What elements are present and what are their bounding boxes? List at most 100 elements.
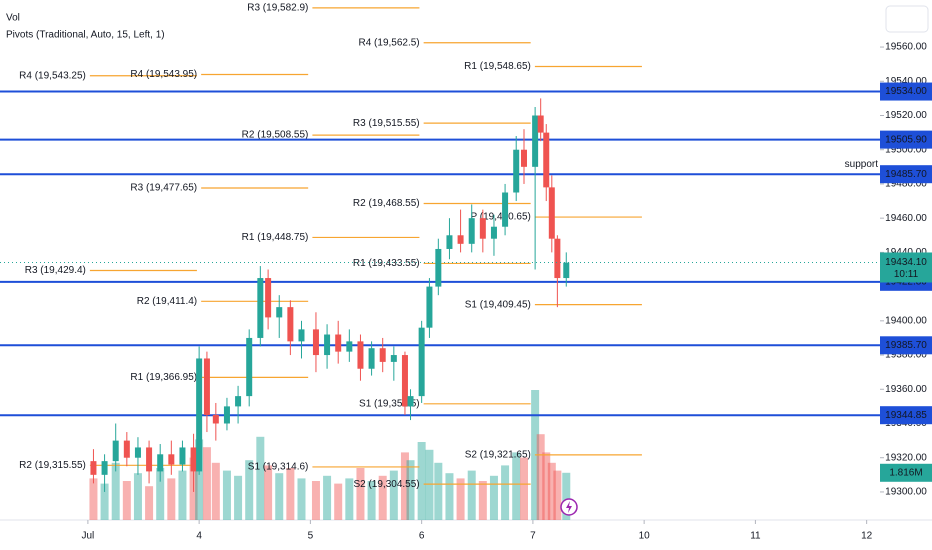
volume-bar: [133, 473, 142, 520]
candle-body: [90, 461, 97, 475]
x-tick-label: 12: [861, 531, 873, 542]
volume-bar: [434, 462, 443, 520]
candle-body: [246, 337, 253, 397]
candle-body: [196, 358, 203, 472]
candle-body: [479, 218, 486, 239]
y-tick-label: 19320.00: [885, 452, 927, 463]
volume-bar: [445, 473, 454, 520]
level-tag-label: 19385.70: [885, 340, 927, 351]
candle-body: [157, 454, 164, 472]
lightning-glyph: [566, 501, 572, 513]
level-tag: [880, 165, 932, 184]
candle-body: [257, 278, 264, 338]
pivot-label: S2 (19,321.65): [465, 450, 531, 461]
volume-tag: [880, 463, 932, 482]
candle-body: [379, 348, 386, 362]
volume-bar: [501, 465, 510, 520]
volume-bar: [467, 470, 476, 520]
pivot-label: R1 (19,433.55): [353, 258, 420, 269]
candle-body: [426, 286, 433, 328]
y-tick-label: 19540.00: [885, 76, 927, 87]
candle-body: [346, 341, 353, 352]
volume-bar: [89, 478, 98, 520]
volume-bar: [202, 447, 211, 520]
volume-bar: [356, 468, 365, 520]
last-price-label: 19434.10: [885, 257, 927, 268]
pivot-label: R1 (19,548.65): [464, 61, 531, 72]
y-tick-label: 19560.00: [885, 42, 927, 53]
volume-bar: [145, 486, 154, 520]
volume-bar: [245, 460, 254, 520]
candle-body: [190, 447, 197, 472]
candle-body: [235, 396, 242, 407]
volume-bar: [489, 475, 498, 520]
pivot-label: R4 (19,543.25): [19, 70, 86, 81]
level-tag-label: 19505.90: [885, 134, 927, 145]
volume-bar: [311, 481, 320, 520]
x-tick-label: 6: [419, 531, 425, 542]
pivot-label: R3 (19,515.55): [353, 118, 420, 129]
volume-bar: [195, 439, 204, 520]
candle-body: [457, 235, 464, 244]
pivot-label: R3 (19,582.9): [247, 3, 308, 14]
volume-bar: [562, 472, 571, 520]
volume-bar: [264, 465, 273, 520]
volume-bar: [406, 460, 415, 520]
volume-bar: [536, 434, 545, 520]
candle-body: [168, 454, 175, 465]
pivot-label: R2 (19,315.55): [19, 460, 86, 471]
last-price-time: 10:11: [894, 269, 919, 280]
candle-body: [401, 355, 408, 407]
candle-body: [357, 341, 364, 369]
last-price-tag: [880, 252, 932, 283]
indicator-label: Vol: [6, 13, 20, 24]
x-tick-label: 7: [530, 531, 536, 542]
level-tag-label: 19344.85: [885, 410, 927, 421]
volume-bar: [400, 452, 409, 520]
candle-body: [324, 334, 331, 356]
volume-bar: [111, 462, 120, 520]
volume-bar: [367, 481, 376, 520]
candle-body: [335, 334, 342, 352]
level-tag: [880, 406, 932, 425]
volume-bar: [512, 452, 521, 520]
pivot-label: R2 (19,508.55): [242, 130, 309, 141]
candle-body: [502, 192, 509, 227]
volume-bar: [456, 478, 465, 520]
y-tick-label: 19360.00: [885, 384, 927, 395]
candle-body: [368, 348, 375, 369]
candle-body: [134, 447, 141, 458]
volume-bar: [425, 449, 434, 520]
volume-bar: [256, 436, 265, 520]
volume-bar: [178, 470, 187, 520]
candle-body: [407, 396, 414, 407]
candle-body: [418, 327, 425, 397]
candle-body: [446, 235, 453, 249]
volume-bar: [334, 483, 343, 520]
y-tick-label: 19300.00: [885, 487, 927, 498]
pivot-label: S2 (19,304.55): [353, 479, 419, 490]
x-tick-label: Jul: [81, 531, 94, 542]
volume-bar: [389, 470, 398, 520]
settings-button[interactable]: [885, 5, 929, 33]
volume-bar: [478, 481, 487, 520]
volume-bar: [167, 478, 176, 520]
pivot-label: R1 (19,366.95): [130, 372, 197, 383]
pivot-label: R3 (19,477.65): [130, 183, 197, 194]
volume-bar: [156, 468, 165, 520]
candle-body: [265, 278, 272, 318]
volume-bar: [519, 457, 528, 520]
level-tag: [880, 82, 932, 101]
candle-body: [532, 115, 539, 167]
candle-body: [287, 307, 294, 342]
candle-body: [513, 149, 520, 193]
x-tick-label: 5: [308, 531, 314, 542]
candle-body: [276, 307, 283, 318]
level-tag-label: 19485.70: [885, 169, 927, 180]
pivot-label: R4 (19,543.95): [130, 69, 197, 80]
volume-bar: [345, 478, 354, 520]
volume-tag-label: 1.816M: [889, 467, 922, 478]
x-tick-label: 11: [750, 531, 761, 542]
